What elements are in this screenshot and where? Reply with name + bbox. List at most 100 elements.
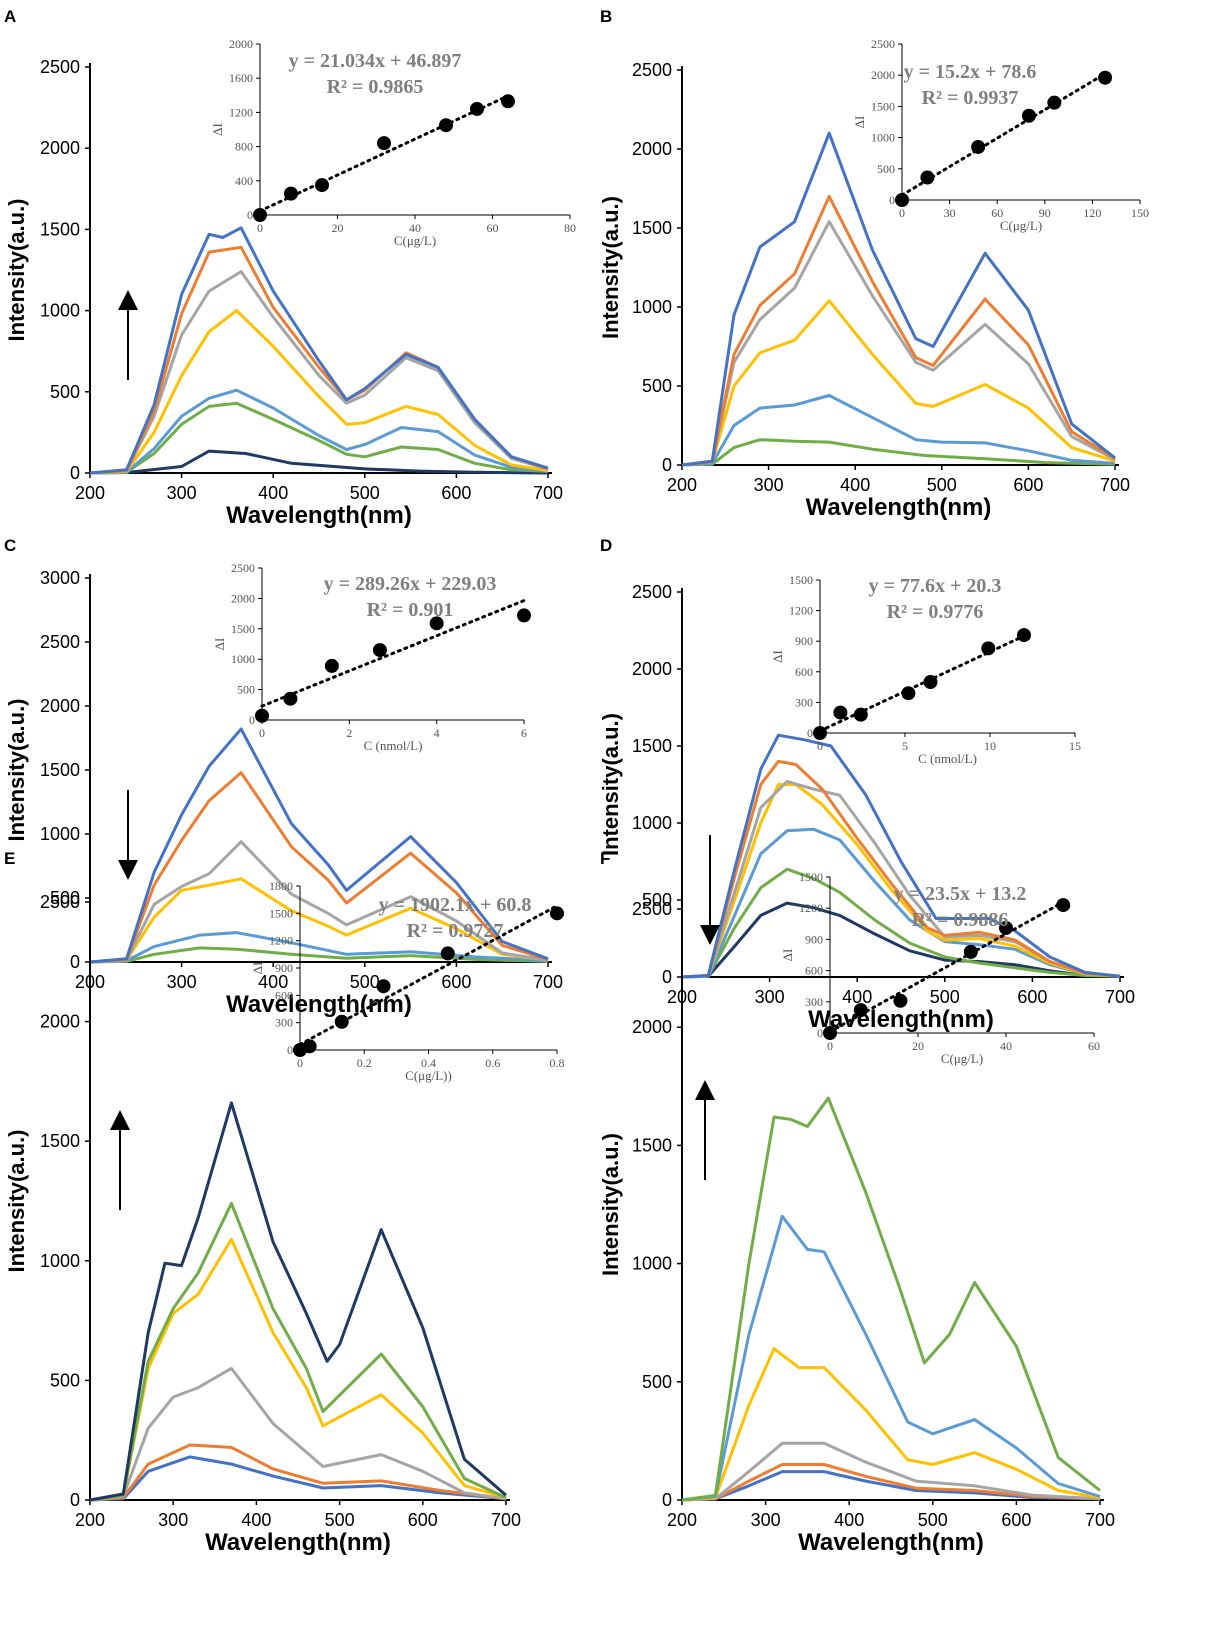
inset-y-tick-label: 400 bbox=[235, 174, 253, 188]
inset-x-tick-label: 0 bbox=[899, 206, 905, 220]
y-tick-label: 1000 bbox=[40, 1251, 80, 1271]
inset-y-axis-title: ΔI bbox=[780, 949, 795, 962]
x-tick-label: 700 bbox=[1105, 987, 1135, 1007]
inset-x-axis-title: C(μg/L) bbox=[394, 233, 436, 248]
y-tick-label: 2500 bbox=[40, 632, 80, 652]
panel-letter: A bbox=[4, 7, 16, 26]
x-tick-label: 400 bbox=[842, 987, 872, 1007]
series-line-4 bbox=[681, 783, 1121, 979]
y-tick-label: 500 bbox=[50, 1370, 80, 1390]
series-line-3 bbox=[681, 1441, 1101, 1502]
x-tick-label: 300 bbox=[167, 483, 197, 503]
fit-r-squared: R² = 0.901 bbox=[367, 599, 454, 621]
x-tick-label: 600 bbox=[1001, 1510, 1031, 1530]
y-tick-label: 2500 bbox=[632, 899, 672, 919]
inset-y-tick-label: 900 bbox=[805, 932, 823, 946]
x-tick-label: 400 bbox=[258, 483, 288, 503]
inset-x-tick-label: 0.2 bbox=[357, 1056, 372, 1070]
inset-y-tick-label: 1800 bbox=[269, 879, 293, 893]
inset-y-tick-label: 600 bbox=[795, 665, 813, 679]
x-tick-label: 400 bbox=[840, 475, 870, 495]
y-tick-label: 1500 bbox=[632, 736, 672, 756]
inset-y-axis-title: ΔI bbox=[852, 116, 867, 129]
inset-y-tick-label: 2500 bbox=[871, 37, 895, 51]
inset-plot: 0 300 600 900 1200 1500 0 5 10 15 C (nmol/L) ΔI y = … bbox=[770, 573, 1081, 766]
x-axis-title: Wavelength(nm) bbox=[798, 1529, 984, 1556]
inset-data-point bbox=[439, 118, 453, 133]
y-tick-label: 1500 bbox=[632, 218, 672, 238]
inset-x-tick-label: 0 bbox=[257, 221, 263, 235]
inset-y-tick-label: 1000 bbox=[231, 652, 255, 666]
inset-x-axis-title: C(μg/L) bbox=[1000, 218, 1042, 233]
series-line-1 bbox=[89, 449, 549, 475]
inset-x-tick-label: 15 bbox=[1069, 739, 1081, 753]
inset-x-tick-label: 60 bbox=[1088, 1039, 1100, 1053]
y-tick-label: 2500 bbox=[40, 57, 80, 77]
inset-data-point bbox=[823, 1026, 837, 1040]
inset-y-tick-label: 1200 bbox=[269, 934, 293, 948]
inset-x-tick-label: 80 bbox=[564, 221, 576, 235]
x-tick-label: 300 bbox=[158, 1510, 188, 1530]
inset-y-tick-label: 1500 bbox=[789, 573, 813, 587]
series-line-4 bbox=[89, 840, 549, 964]
y-axis-title: Intensity(a.u.) bbox=[598, 196, 623, 339]
y-tick-label: 1000 bbox=[632, 1254, 672, 1274]
inset-data-point bbox=[440, 946, 455, 961]
inset-y-tick-label: 0 bbox=[247, 208, 253, 222]
y-tick-label: 2000 bbox=[632, 1017, 672, 1037]
inset-data-point bbox=[813, 726, 827, 740]
inset-x-tick-label: 0 bbox=[817, 739, 823, 753]
inset-y-tick-label: 2000 bbox=[871, 68, 895, 82]
inset-plot: 0 300 600 900 1200 1500 1800 0 0.2 0.4 0.6 0.8 C(μg/… bbox=[250, 879, 565, 1083]
series-line-4 bbox=[681, 220, 1116, 467]
trendline bbox=[828, 900, 1065, 1034]
series-line-6 bbox=[681, 759, 1121, 979]
inset-data-point bbox=[981, 641, 996, 656]
panel-letter: B bbox=[600, 7, 612, 26]
x-tick-label: 300 bbox=[754, 475, 784, 495]
x-tick-label: 500 bbox=[350, 483, 380, 503]
y-tick-label: 1500 bbox=[40, 1131, 80, 1151]
fit-equation: y = 1902.1x + 60.8 bbox=[379, 894, 532, 916]
inset-data-point bbox=[334, 1014, 349, 1029]
inset-x-tick-label: 2 bbox=[346, 726, 352, 740]
panel-e: E 0 500 1000 1500 2000 2500 200 300 400 500 600 700 W… bbox=[4, 849, 565, 1556]
x-axis-title: Wavelength(nm) bbox=[205, 1529, 391, 1556]
series-line-3 bbox=[89, 877, 549, 964]
inset-y-tick-label: 1200 bbox=[229, 105, 253, 119]
y-tick-label: 0 bbox=[662, 455, 672, 475]
x-tick-label: 200 bbox=[667, 475, 697, 495]
inset-y-tick-label: 0 bbox=[889, 193, 895, 207]
inset-y-tick-label: 1200 bbox=[799, 901, 823, 915]
y-tick-label: 2000 bbox=[40, 138, 80, 158]
inset-data-point bbox=[853, 1003, 868, 1018]
inset-data-point bbox=[901, 686, 916, 701]
inset-y-tick-label: 300 bbox=[275, 1016, 293, 1030]
fit-equation: y = 15.2x + 78.6 bbox=[904, 61, 1037, 83]
inset-x-tick-label: 40 bbox=[1000, 1039, 1012, 1053]
inset-y-tick-label: 1500 bbox=[269, 906, 293, 920]
y-tick-label: 3000 bbox=[40, 568, 80, 588]
inset-x-tick-label: 20 bbox=[332, 221, 344, 235]
series-line-3 bbox=[89, 388, 549, 475]
series-line-2 bbox=[681, 1463, 1101, 1502]
inset-data-point bbox=[283, 691, 298, 706]
trendline bbox=[260, 599, 526, 708]
series-line-1 bbox=[681, 1470, 1101, 1502]
y-tick-label: 1500 bbox=[40, 219, 80, 239]
y-tick-label: 2000 bbox=[632, 139, 672, 159]
inset-x-tick-label: 6 bbox=[521, 726, 527, 740]
inset-y-tick-label: 1500 bbox=[799, 870, 823, 884]
y-tick-label: 500 bbox=[50, 888, 80, 908]
series-line-3 bbox=[681, 299, 1116, 467]
inset-data-point bbox=[1098, 70, 1113, 85]
inset-data-point bbox=[971, 139, 986, 154]
inset-x-tick-label: 10 bbox=[984, 739, 996, 753]
x-axis-title: Wavelength(nm) bbox=[226, 991, 412, 1018]
inset-y-tick-label: 2500 bbox=[231, 561, 255, 575]
inset-x-tick-label: 0.8 bbox=[550, 1056, 565, 1070]
y-tick-label: 0 bbox=[70, 463, 80, 483]
